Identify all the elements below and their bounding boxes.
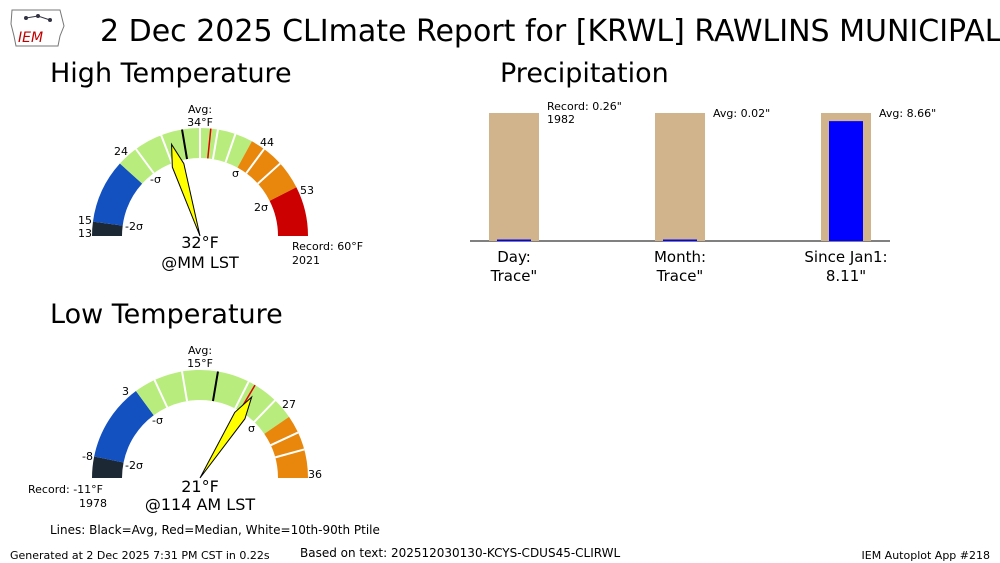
high-temp-gauge — [92, 128, 308, 237]
high-tick-24: 24 — [114, 145, 128, 158]
low-tick-36: 36 — [308, 468, 322, 481]
precip-day-category: Day: — [497, 248, 531, 266]
high-avg-label: Avg: — [188, 103, 212, 116]
low-tick-3: 3 — [122, 385, 129, 398]
high-tick-44: 44 — [260, 136, 274, 149]
low-gauge-ptile-line — [234, 381, 250, 409]
iem-logo: IEM — [8, 6, 68, 54]
precip-month-value: Trace" — [656, 267, 704, 285]
high-gauge-ptile-line — [211, 129, 219, 160]
high-gauge-ptile-line — [160, 134, 173, 164]
high-tick-15: 15 — [78, 214, 92, 227]
high-gauge-ptile-line — [135, 148, 155, 174]
precip-observed-bar — [497, 239, 531, 241]
low-avg-label: Avg: — [188, 344, 212, 357]
high-sigma-plus1: σ — [232, 167, 239, 180]
low-sigma-minus1: -σ — [152, 414, 163, 427]
low-gauge-ptile-line — [253, 399, 276, 423]
low-gauge-band-minus1sigma — [94, 391, 154, 463]
low-tick-27: 27 — [282, 398, 296, 411]
precip-record-annotation: Record: 0.26" — [547, 100, 622, 113]
low-temp-gauge — [92, 370, 308, 479]
based-on-note: Based on text: 202512030130-KCYS-CDUS45-… — [300, 546, 621, 560]
high-avg-value: 34°F — [187, 116, 213, 129]
low-record-year: 1978 — [79, 497, 107, 510]
precip-record-year: 1982 — [547, 113, 575, 126]
low-gauge-band-normal — [135, 370, 290, 434]
high-tick-53: 53 — [300, 184, 314, 197]
high-gauge-ptile-line — [224, 133, 237, 163]
low-record-label: Record: -11°F — [28, 483, 103, 496]
precip-title: Precipitation — [500, 58, 669, 89]
app-note: IEM Autoplot App #218 — [861, 549, 991, 562]
precip-bar-chart — [470, 113, 890, 242]
high-gauge-median-line — [207, 128, 212, 159]
logo-text: IEM — [18, 30, 43, 46]
precip-year-category: Since Jan1: — [804, 248, 887, 266]
high-gauge-band-plus2sigma — [269, 187, 308, 236]
generated-note: Generated at 2 Dec 2025 7:31 PM CST in 0… — [10, 549, 270, 562]
low-gauge-ptile-line — [181, 371, 189, 402]
precip-year-value: 8.11" — [826, 267, 866, 285]
high-record-year: 2021 — [292, 254, 320, 267]
low-observed-time: @114 AM LST — [145, 495, 256, 514]
precip-month-avg-annotation: Avg: 0.02" — [713, 107, 770, 120]
high-gauge-ptile-line — [245, 148, 265, 174]
low-tick-minus8: -8 — [82, 450, 93, 463]
high-sigma-minus2: -2σ — [125, 220, 143, 233]
low-gauge-ptile-line — [153, 379, 169, 408]
low-gauge-average-line — [211, 371, 219, 402]
page-title: 2 Dec 2025 CLImate Report for [KRWL] RAW… — [100, 14, 1000, 49]
low-gauge-ptile-line — [274, 448, 305, 459]
precip-month-category: Month: — [654, 248, 706, 266]
low-observed-value: 21°F — [181, 477, 219, 496]
high-record-label: Record: 60°F — [292, 240, 363, 253]
low-temp-title: Low Temperature — [50, 299, 283, 330]
high-gauge-needle — [170, 142, 201, 237]
precip-year-avg-annotation: Avg: 8.66" — [879, 107, 936, 120]
high-gauge-band-minus2sigma — [92, 221, 123, 236]
low-gauge-band-minus2sigma — [92, 456, 124, 478]
low-sigma-plus1: σ — [248, 422, 255, 435]
high-observed-value: 32°F — [181, 233, 219, 252]
low-sigma-minus2: -2σ — [125, 459, 143, 472]
high-gauge-band-minus1sigma — [92, 163, 143, 226]
low-gauge-needle — [199, 395, 253, 479]
high-gauge-average-line — [181, 129, 189, 160]
high-gauge-ptile-line — [257, 162, 281, 185]
high-tick-13: 13 — [78, 227, 92, 240]
low-avg-value: 15°F — [187, 357, 213, 370]
precip-reference-bar — [489, 113, 539, 241]
precip-reference-bar — [655, 113, 705, 241]
high-gauge-band-plus1sigma — [237, 141, 297, 201]
precip-observed-bar — [829, 121, 863, 241]
low-gauge-ptile-line — [270, 431, 299, 447]
high-observed-time: @MM LST — [161, 253, 239, 272]
high-sigma-minus1: -σ — [150, 173, 161, 186]
precip-day-value: Trace" — [490, 267, 538, 285]
precip-observed-bar — [663, 239, 697, 241]
lines-legend: Lines: Black=Avg, Red=Median, White=10th… — [50, 523, 380, 537]
high-temp-title: High Temperature — [50, 58, 292, 89]
high-sigma-plus2: 2σ — [254, 201, 268, 214]
